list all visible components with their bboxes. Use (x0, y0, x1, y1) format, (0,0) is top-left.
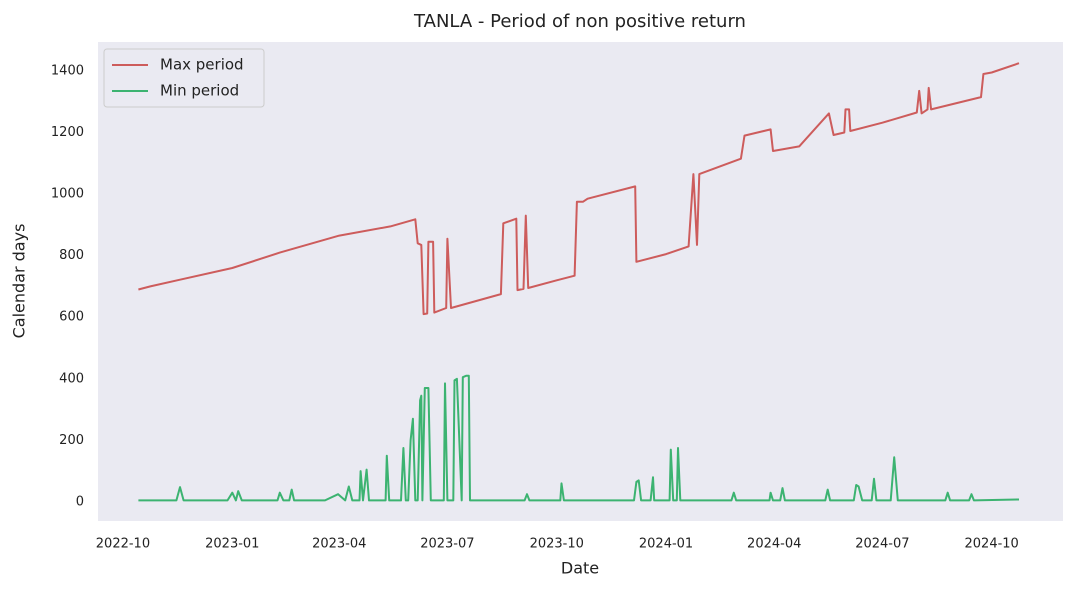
y-tick-label: 1200 (51, 125, 84, 140)
y-tick-label: 1400 (51, 63, 84, 78)
y-axis-label: Calendar days (10, 224, 29, 339)
x-tick-label: 2023-01 (205, 537, 259, 552)
x-tick-label: 2024-04 (747, 537, 801, 552)
x-tick-label: 2024-10 (965, 537, 1019, 552)
y-tick-label: 200 (59, 433, 84, 448)
x-tick-label: 2024-01 (639, 537, 693, 552)
legend-box (103, 48, 265, 108)
y-tick-label: 0 (76, 494, 84, 509)
x-axis-label: Date (561, 559, 599, 578)
y-tick-label: 800 (59, 248, 84, 263)
legend: Max period Min period (103, 48, 265, 108)
legend-label: Max period (160, 56, 244, 74)
data-line (138, 62, 1020, 316)
chart-title: TANLA - Period of non positive return (413, 11, 746, 32)
y-tick-label: 400 (59, 371, 84, 386)
x-tick-label: 2023-04 (312, 537, 366, 552)
legend-label: Min period (160, 82, 239, 100)
x-tick-label: 2023-07 (420, 537, 474, 552)
y-tick-label: 1000 (51, 187, 84, 202)
x-tick-label: 2022-10 (96, 537, 150, 552)
y-tick-label: 600 (59, 310, 84, 325)
plot-area (98, 42, 1063, 521)
x-tick-label: 2023-10 (530, 537, 584, 552)
data-line (138, 374, 1020, 502)
x-tick-label: 2024-07 (855, 537, 909, 552)
